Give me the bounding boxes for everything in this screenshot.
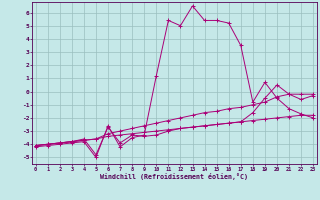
X-axis label: Windchill (Refroidissement éolien,°C): Windchill (Refroidissement éolien,°C) <box>100 173 248 180</box>
